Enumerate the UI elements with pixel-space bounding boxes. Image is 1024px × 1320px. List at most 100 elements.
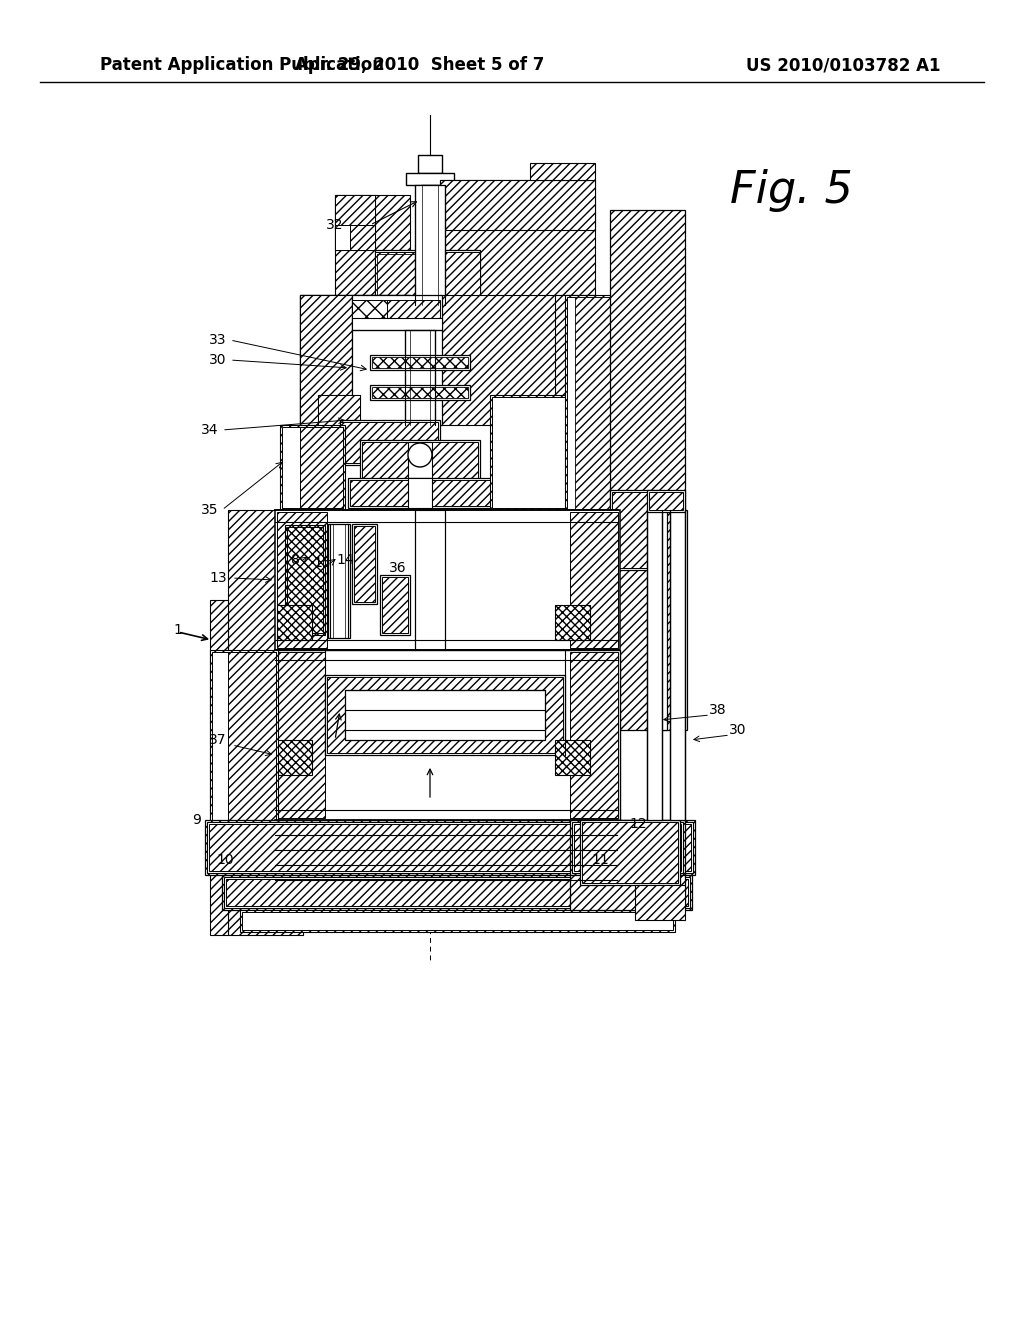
Bar xyxy=(352,294,442,425)
Bar xyxy=(555,605,590,640)
Bar xyxy=(440,180,595,230)
Bar xyxy=(285,525,325,635)
Bar xyxy=(372,356,468,368)
Bar xyxy=(352,524,377,605)
Bar xyxy=(570,652,618,818)
Bar xyxy=(370,385,470,400)
Bar xyxy=(335,195,410,305)
Bar xyxy=(565,512,608,568)
Bar xyxy=(275,510,620,649)
Bar xyxy=(318,395,360,425)
Bar xyxy=(555,294,595,425)
Bar xyxy=(377,253,415,300)
Bar xyxy=(380,576,410,635)
Bar xyxy=(655,510,667,730)
Bar xyxy=(575,297,655,713)
Bar xyxy=(408,442,432,478)
Bar xyxy=(370,355,470,370)
Bar xyxy=(348,478,493,508)
Bar xyxy=(406,173,454,185)
Bar xyxy=(580,820,680,884)
Bar xyxy=(340,420,440,465)
Bar xyxy=(240,909,675,932)
Bar xyxy=(209,824,691,871)
Circle shape xyxy=(408,444,432,467)
Bar xyxy=(345,690,545,741)
Bar xyxy=(572,822,683,873)
Text: 1: 1 xyxy=(173,623,182,638)
Bar xyxy=(300,294,410,425)
Bar xyxy=(406,330,435,425)
Bar xyxy=(421,185,439,213)
Bar xyxy=(352,318,442,330)
Bar xyxy=(210,649,278,840)
Bar xyxy=(647,510,662,820)
Text: 15: 15 xyxy=(313,556,331,570)
Text: 13: 13 xyxy=(209,572,226,585)
Bar xyxy=(205,820,695,875)
Bar xyxy=(278,652,325,818)
Text: Fig. 5: Fig. 5 xyxy=(730,169,853,211)
Bar xyxy=(278,605,312,640)
Bar xyxy=(647,490,685,512)
Bar xyxy=(570,820,685,875)
Bar xyxy=(354,525,375,602)
Bar xyxy=(382,577,408,634)
Bar xyxy=(570,512,618,648)
Bar xyxy=(565,294,665,715)
Bar xyxy=(335,195,375,224)
Bar xyxy=(362,442,478,478)
Bar xyxy=(490,395,600,510)
Bar xyxy=(438,252,480,302)
Text: 14: 14 xyxy=(336,553,354,568)
Bar xyxy=(340,422,438,463)
Bar xyxy=(440,294,595,425)
Bar xyxy=(335,195,375,249)
Text: 36: 36 xyxy=(389,561,407,576)
Bar xyxy=(570,875,685,909)
Bar xyxy=(300,294,352,425)
Text: 38: 38 xyxy=(710,704,727,717)
Bar xyxy=(387,300,440,319)
Text: 11: 11 xyxy=(591,853,609,867)
Bar xyxy=(226,879,688,906)
Bar xyxy=(350,480,490,506)
Bar xyxy=(325,675,565,755)
Bar xyxy=(372,387,468,399)
Text: US 2010/0103782 A1: US 2010/0103782 A1 xyxy=(745,55,940,74)
Text: 10: 10 xyxy=(216,853,233,867)
Bar xyxy=(212,652,276,838)
Text: 9: 9 xyxy=(193,813,202,828)
Bar xyxy=(280,425,345,510)
Bar xyxy=(228,652,276,838)
Text: 12: 12 xyxy=(629,817,647,832)
Bar xyxy=(327,677,563,752)
Bar xyxy=(352,300,387,319)
Bar xyxy=(418,154,442,173)
Bar xyxy=(278,512,327,648)
Bar xyxy=(649,492,683,510)
Text: Apr. 29, 2010  Sheet 5 of 7: Apr. 29, 2010 Sheet 5 of 7 xyxy=(295,55,545,74)
Text: 37: 37 xyxy=(209,733,226,747)
Bar xyxy=(275,649,620,820)
Bar xyxy=(360,440,480,480)
Bar xyxy=(318,395,360,425)
Bar xyxy=(635,884,685,920)
Bar xyxy=(375,249,480,305)
Text: 30: 30 xyxy=(209,352,226,367)
Text: Patent Application Publication: Patent Application Publication xyxy=(100,55,384,74)
Bar xyxy=(492,397,598,508)
Bar xyxy=(210,601,228,935)
Bar xyxy=(555,741,590,775)
Bar xyxy=(574,824,681,871)
Bar xyxy=(610,490,660,570)
Bar xyxy=(335,224,375,249)
Bar xyxy=(565,510,610,570)
Text: 34: 34 xyxy=(202,422,219,437)
Bar xyxy=(675,510,687,730)
Bar xyxy=(278,741,312,775)
Bar xyxy=(222,875,692,909)
Bar xyxy=(530,162,595,180)
Bar xyxy=(350,224,375,249)
Bar xyxy=(670,510,685,820)
